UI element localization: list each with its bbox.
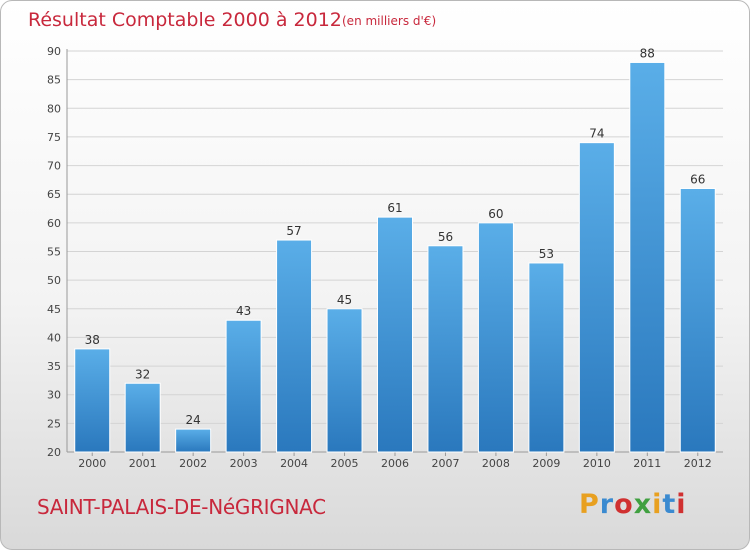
chart-subtitle: (en milliers d'€) (342, 14, 437, 28)
data-label-2010: 74 (589, 127, 604, 141)
logo-letter: P (579, 489, 600, 520)
bar-2002 (175, 428, 212, 453)
data-label-2001: 32 (135, 367, 150, 381)
bar-2000 (74, 348, 111, 453)
y-tick-label: 20 (47, 446, 61, 459)
y-tick-label: 70 (47, 160, 61, 173)
y-tick-label: 45 (47, 303, 61, 316)
data-label-2009: 53 (539, 247, 554, 261)
x-tick-label-2003: 2003 (230, 457, 258, 470)
chart-title: Résultat Comptable 2000 à 2012 (28, 9, 342, 31)
y-tick-label: 60 (47, 217, 61, 230)
y-tick-label: 30 (47, 389, 61, 402)
data-label-2004: 57 (286, 224, 301, 238)
bar-2012 (679, 187, 716, 453)
data-label-2003: 43 (236, 304, 251, 318)
y-tick-label: 55 (47, 246, 61, 259)
y-tick-label: 75 (47, 131, 61, 144)
x-tick-label-2011: 2011 (633, 457, 661, 470)
data-labels: 38 32 24 43 57 45 61 56 60 53 74 88 66 (85, 46, 706, 427)
axes: 20 25 30 35 40 45 50 55 60 65 70 75 80 85 90 2000 2001 20… (47, 45, 723, 470)
bar-2008 (477, 222, 514, 453)
y-tick-label: 40 (47, 331, 61, 344)
x-tick-label-2008: 2008 (482, 457, 510, 470)
logo-letter: i (676, 489, 687, 520)
y-tick-label: 25 (47, 417, 61, 430)
y-tick-label: 35 (47, 360, 61, 373)
y-tick-label: 90 (47, 45, 61, 58)
x-tick-label-2001: 2001 (129, 457, 157, 470)
data-label-2005: 45 (337, 293, 352, 307)
bar-2005 (326, 308, 363, 453)
bar-2010 (578, 142, 615, 453)
bar-2001 (124, 382, 161, 453)
data-label-2012: 66 (690, 172, 705, 186)
bar-chart: 20 25 30 35 40 45 50 55 60 65 70 75 80 85 90 2000 2001 20… (47, 45, 723, 470)
y-tick-label: 50 (47, 274, 61, 287)
data-label-2007: 56 (438, 230, 453, 244)
x-tick-label-2004: 2004 (280, 457, 308, 470)
commune-name: SAINT-PALAIS-DE-NéGRIGNAC (37, 495, 326, 519)
logo-letter: o (614, 489, 634, 520)
bar-2009 (528, 262, 565, 453)
bar-2006 (377, 216, 413, 453)
data-label-2000: 38 (85, 333, 100, 347)
y-tick-label: 65 (47, 188, 61, 201)
x-tick-label-2000: 2000 (78, 457, 106, 470)
bar-2007 (427, 245, 464, 453)
x-tick-label-2009: 2009 (532, 457, 560, 470)
data-label-2011: 88 (640, 46, 655, 60)
bar-2011 (629, 61, 666, 453)
x-tick-label-2006: 2006 (381, 457, 409, 470)
logo-letter: x (633, 489, 653, 520)
y-tick-label: 80 (47, 102, 61, 115)
bars (74, 61, 716, 453)
logo-letter: i (652, 489, 663, 520)
data-label-2006: 61 (387, 201, 402, 215)
data-label-2002: 24 (186, 413, 201, 427)
proxiti-logo[interactable]: Proxiti (579, 489, 687, 520)
x-tick-label-2010: 2010 (583, 457, 611, 470)
bar-2004 (276, 239, 313, 453)
bar-2003 (225, 319, 262, 453)
x-tick-label-2007: 2007 (431, 457, 459, 470)
x-tick-label-2005: 2005 (331, 457, 359, 470)
x-tick-label-2012: 2012 (684, 457, 712, 470)
x-tick-label-2002: 2002 (179, 457, 207, 470)
logo-letter: t (662, 489, 677, 520)
y-tick-label: 85 (47, 74, 61, 87)
logo-letter: r (599, 489, 615, 520)
data-label-2008: 60 (488, 207, 503, 221)
